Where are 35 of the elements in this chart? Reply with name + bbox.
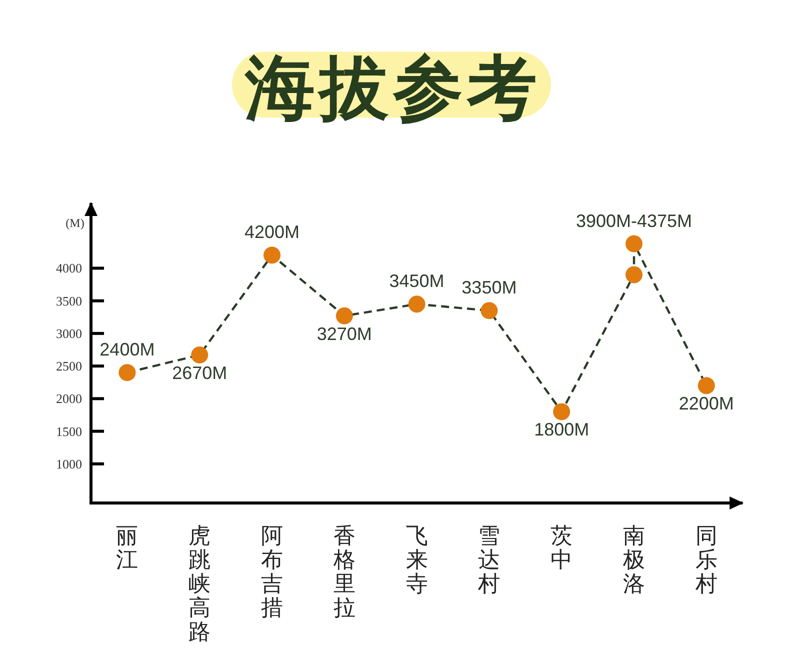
data-label: 4200M xyxy=(244,222,300,242)
y-tick-label: 4000 xyxy=(56,260,82,276)
data-label: 3350M xyxy=(462,278,517,298)
x-tick-label: 飞来寺 xyxy=(406,522,428,596)
x-tick-label: 虎跳峡高路 xyxy=(188,522,211,644)
point xyxy=(191,346,208,364)
point xyxy=(480,302,498,320)
point xyxy=(336,307,353,324)
x-tick-label: 茨中 xyxy=(550,522,573,572)
data-label: 2670M xyxy=(172,362,228,383)
point xyxy=(553,403,570,420)
x-tick-label: 同乐村 xyxy=(694,522,718,596)
x-tick-label: 雪达村 xyxy=(477,522,500,596)
x-tick-label: 南极洛 xyxy=(622,522,645,596)
x-tick-label: 丽江 xyxy=(116,522,138,572)
point xyxy=(118,364,136,382)
point xyxy=(626,266,642,284)
data-label: 3270M xyxy=(316,324,372,344)
y-tick-label: 3500 xyxy=(56,293,82,308)
data-label: 3450M xyxy=(389,271,444,292)
x-tick-label: 香格里拉 xyxy=(332,522,356,620)
y-tick-label: 2000 xyxy=(56,391,82,406)
chart-title: 海拔参考 xyxy=(244,49,541,127)
y-axis-title: (M) xyxy=(66,216,84,230)
y-tick-label: 1000 xyxy=(56,456,82,472)
data-label: 2200M xyxy=(678,394,734,414)
data-label: 2400M xyxy=(100,340,155,360)
annotation: 3900M-4375M xyxy=(576,210,692,231)
y-tick-label: 2500 xyxy=(56,358,82,374)
x-tick-label: 阿布吉措 xyxy=(261,522,283,620)
data-label: 1800M xyxy=(534,420,590,440)
y-tick-label: 3000 xyxy=(56,326,82,341)
point xyxy=(408,296,426,313)
y-tick-label: 1500 xyxy=(56,424,82,439)
point xyxy=(264,246,280,264)
